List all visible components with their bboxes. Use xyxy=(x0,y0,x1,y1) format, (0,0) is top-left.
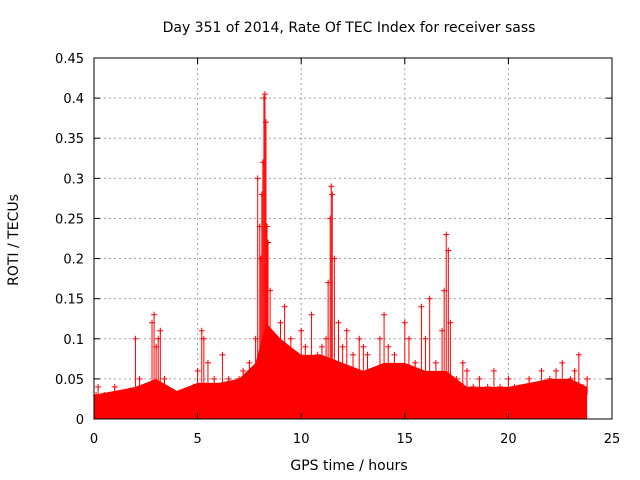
y-tick-label: 0.25 xyxy=(55,212,84,227)
scatter-density-band xyxy=(94,322,588,419)
y-tick-label: 0.4 xyxy=(63,92,84,107)
x-tick-label: 10 xyxy=(293,432,310,447)
y-tick-label: 0.2 xyxy=(63,253,84,268)
y-tick-label: 0.05 xyxy=(55,373,84,388)
y-axis-label: ROTI / TECUs xyxy=(6,194,22,286)
y-tick-label: 0.15 xyxy=(55,293,84,308)
gridlines xyxy=(94,58,612,419)
x-tick-label: 5 xyxy=(193,432,201,447)
x-tick-label: 25 xyxy=(604,432,621,447)
x-tick-label: 15 xyxy=(397,432,414,447)
y-tick-label: 0 xyxy=(76,413,84,428)
y-tick-label: 0.1 xyxy=(63,333,84,348)
axis-ticks: 0 0.05 0.1 0.15 0.2 0.25 0.3 0.35 0.4 0.45 0 5 10 15 2… xyxy=(55,52,620,447)
data-point xyxy=(517,391,524,398)
y-tick-label: 0.3 xyxy=(63,172,84,187)
scatter-band xyxy=(94,322,588,419)
data-point xyxy=(178,391,185,398)
data-point xyxy=(124,391,131,398)
data-point xyxy=(142,391,149,398)
chart-title: Day 351 of 2014, Rate Of TEC Index for r… xyxy=(163,20,536,36)
plot-frame xyxy=(93,57,613,420)
y-tick-label: 0.35 xyxy=(55,132,84,147)
x-tick-label: 20 xyxy=(500,432,517,447)
x-axis-label: GPS time / hours xyxy=(290,458,407,474)
x-tick-label: 0 xyxy=(90,432,98,447)
y-tick-label: 0.45 xyxy=(55,52,84,67)
data-points xyxy=(93,91,591,406)
data-point xyxy=(117,391,124,398)
data-point xyxy=(101,391,108,398)
data-point xyxy=(165,391,172,398)
data-point xyxy=(231,391,238,398)
